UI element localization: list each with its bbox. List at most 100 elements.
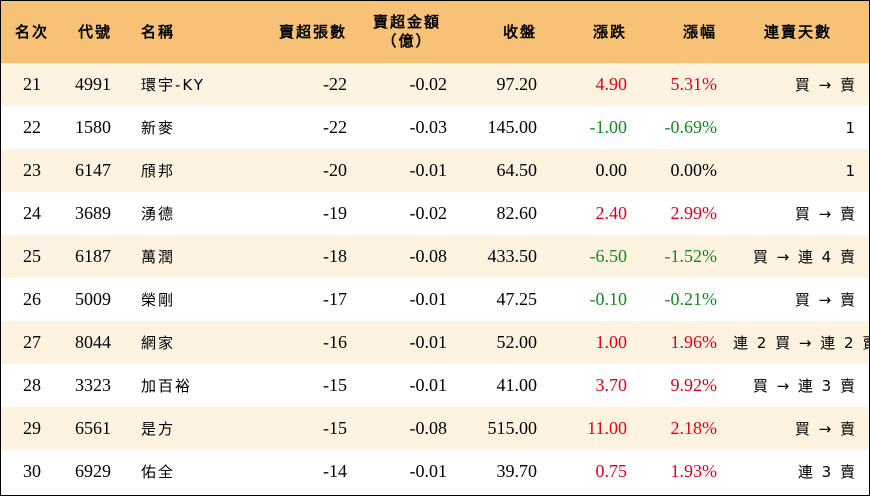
cell-net-sell-amount: -0.02 xyxy=(409,203,448,223)
cell-close: 82.60 xyxy=(496,203,538,223)
cell-change: 11.00 xyxy=(587,418,627,438)
cell-net-sell-lots: -14 xyxy=(323,461,347,481)
cell-rank: 28 xyxy=(23,375,41,395)
header-change: 漲跌 xyxy=(592,22,627,41)
cell-change: 0.75 xyxy=(595,461,628,481)
cell-net-sell-amount: -0.03 xyxy=(409,117,448,137)
cell-net-sell-amount: -0.08 xyxy=(409,418,448,438)
cell-change-pct: 1.96% xyxy=(670,332,718,352)
cell-code: 6561 xyxy=(75,418,111,438)
cell-streak: 買 → 賣 xyxy=(794,291,857,309)
cell-rank: 30 xyxy=(23,461,41,481)
cell-code: 6147 xyxy=(75,160,111,180)
cell-streak: 買 → 連 3 賣 xyxy=(752,377,857,395)
cell-change-pct: -0.69% xyxy=(664,117,718,137)
cell-net-sell-amount: -0.01 xyxy=(409,289,448,309)
cell-change-pct: -0.21% xyxy=(664,289,718,309)
cell-close: 515.00 xyxy=(487,418,538,438)
cell-name: 佑全 xyxy=(141,463,176,481)
cell-change-pct: -1.52% xyxy=(664,246,718,266)
cell-net-sell-amount: -0.01 xyxy=(409,375,448,395)
cell-net-sell-lots: -22 xyxy=(323,117,347,137)
header-change-pct: 漲幅 xyxy=(682,22,717,41)
cell-net-sell-lots: -22 xyxy=(323,74,347,94)
cell-change-pct: 5.31% xyxy=(670,74,718,94)
header-close: 收盤 xyxy=(502,22,537,41)
cell-net-sell-amount: -0.01 xyxy=(409,160,448,180)
cell-change: 3.70 xyxy=(595,375,628,395)
cell-rank: 27 xyxy=(23,332,41,352)
cell-streak: 買 → 賣 xyxy=(794,76,857,94)
cell-streak: 連 3 賣 xyxy=(797,463,857,481)
cell-close: 433.50 xyxy=(487,246,538,266)
header-net-sell-amount-line1: 賣超金額 xyxy=(372,13,441,31)
cell-close: 41.00 xyxy=(496,375,538,395)
cell-code: 5009 xyxy=(75,289,111,309)
cell-change: 2.40 xyxy=(595,203,628,223)
cell-close: 52.00 xyxy=(496,332,538,352)
cell-name: 萬潤 xyxy=(141,248,176,266)
table-row: 23 6147 頎邦 -20 -0.01 64.50 0.00 0.00% 1 xyxy=(1,149,869,192)
table-row: 25 6187 萬潤 -18 -0.08 433.50 -6.50 -1.52% 買 → 連 4… xyxy=(1,235,869,278)
cell-net-sell-lots: -15 xyxy=(323,418,347,438)
cell-rank: 25 xyxy=(23,246,41,266)
cell-close: 97.20 xyxy=(496,74,538,94)
cell-change-pct: 9.92% xyxy=(670,375,718,395)
cell-change-pct: 2.18% xyxy=(670,418,718,438)
cell-close: 64.50 xyxy=(496,160,538,180)
cell-rank: 26 xyxy=(23,289,41,309)
cell-rank: 21 xyxy=(23,74,41,94)
cell-streak: 1 xyxy=(845,118,857,137)
cell-streak: 連 2 買 → 連 2 賣 xyxy=(733,334,870,352)
cell-code: 8044 xyxy=(75,332,111,352)
cell-name: 湧德 xyxy=(141,205,176,223)
cell-net-sell-amount: -0.08 xyxy=(409,246,448,266)
header-code: 代號 xyxy=(77,22,112,41)
table-row: 21 4991 環宇-KY -22 -0.02 97.20 4.90 5.31% 買 → 賣 xyxy=(1,63,869,106)
cell-net-sell-amount: -0.01 xyxy=(409,332,448,352)
cell-change: 0.00 xyxy=(595,160,628,180)
cell-name: 環宇-KY xyxy=(141,76,205,94)
table-row: 30 6929 佑全 -14 -0.01 39.70 0.75 1.93% 連 3 賣 xyxy=(1,450,869,493)
table-row: 24 3689 湧德 -19 -0.02 82.60 2.40 2.99% 買 → 賣 xyxy=(1,192,869,235)
cell-rank: 24 xyxy=(23,203,41,223)
cell-close: 47.25 xyxy=(496,289,538,309)
cell-net-sell-amount: -0.02 xyxy=(409,74,448,94)
cell-change: 1.00 xyxy=(595,332,628,352)
table-row: 26 5009 榮剛 -17 -0.01 47.25 -0.10 -0.21% 買 → 賣 xyxy=(1,278,869,321)
cell-net-sell-lots: -16 xyxy=(323,332,347,352)
cell-rank: 29 xyxy=(23,418,41,438)
cell-name: 新麥 xyxy=(141,119,176,137)
cell-change-pct: 2.99% xyxy=(670,203,718,223)
header-net-sell-amount-line2: （億） xyxy=(381,32,433,50)
cell-code: 1580 xyxy=(75,117,111,137)
cell-change-pct: 0.00% xyxy=(670,160,718,180)
cell-net-sell-lots: -20 xyxy=(323,160,347,180)
cell-streak: 買 → 賣 xyxy=(794,205,857,223)
cell-net-sell-lots: -19 xyxy=(323,203,347,223)
header-row: 名次 代號 名稱 賣超張數 賣超金額 （億） 收盤 漲跌 漲幅 連賣天數 xyxy=(1,1,869,63)
cell-close: 39.70 xyxy=(496,461,538,481)
cell-change: 4.90 xyxy=(595,74,628,94)
header-streak: 連賣天數 xyxy=(763,22,832,41)
cell-rank: 23 xyxy=(23,160,41,180)
cell-code: 3689 xyxy=(75,203,111,223)
cell-streak: 買 → 連 4 賣 xyxy=(752,248,857,266)
cell-net-sell-lots: -18 xyxy=(323,246,347,266)
table-row: 29 6561 是方 -15 -0.08 515.00 11.00 2.18% 買 → 賣 xyxy=(1,407,869,450)
cell-name: 頎邦 xyxy=(141,162,176,180)
table-row: 22 1580 新麥 -22 -0.03 145.00 -1.00 -0.69% 1 xyxy=(1,106,869,149)
cell-code: 4991 xyxy=(75,74,111,94)
cell-code: 6929 xyxy=(75,461,111,481)
cell-code: 3323 xyxy=(75,375,111,395)
header-name: 名稱 xyxy=(141,22,176,41)
cell-close: 145.00 xyxy=(487,117,538,137)
cell-change: -1.00 xyxy=(589,117,628,137)
cell-rank: 22 xyxy=(23,117,41,137)
cell-streak: 1 xyxy=(845,161,857,180)
cell-net-sell-lots: -17 xyxy=(323,289,347,309)
cell-change: -0.10 xyxy=(589,289,628,309)
table-row: 27 8044 網家 -16 -0.01 52.00 1.00 1.96% 連 2 買 → 連 … xyxy=(1,321,870,364)
